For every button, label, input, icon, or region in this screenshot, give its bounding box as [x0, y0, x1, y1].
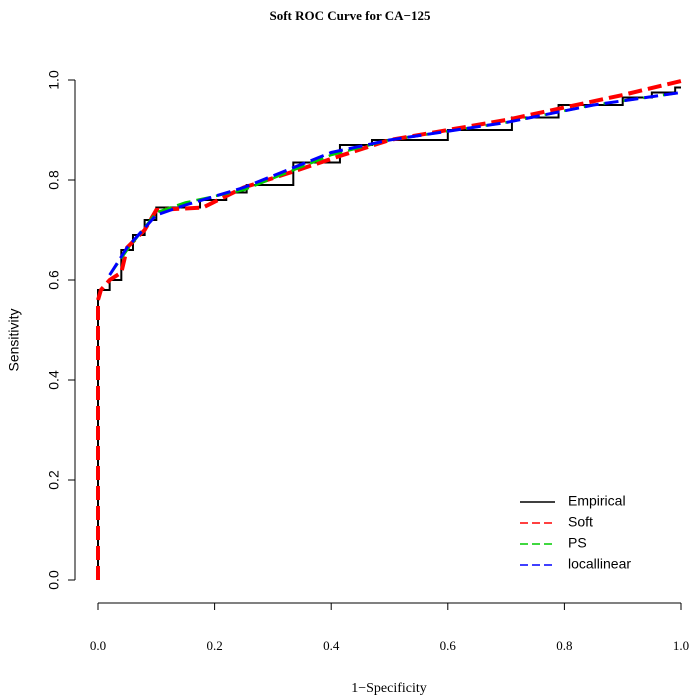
series-line: [97, 86, 681, 580]
series-line: [96, 79, 682, 580]
y-tick-label: 0.2: [46, 470, 62, 490]
x-tick-label: 0.0: [90, 638, 106, 653]
x-tick-label: 0.4: [323, 638, 340, 653]
series-line: [108, 91, 682, 276]
legend-label: locallinear: [568, 556, 631, 572]
y-tick-label: 1.0: [46, 70, 62, 90]
x-axis-label: 1−Specificity: [351, 681, 427, 696]
chart-title: Soft ROC Curve for CA−125: [270, 8, 431, 23]
x-tick-label: 1.0: [673, 638, 689, 653]
y-tick-label: 0.0: [46, 570, 62, 590]
x-tick-label: 0.6: [440, 638, 457, 653]
x-tick-label: 0.2: [206, 638, 222, 653]
y-axis-label: Sensitivity: [6, 308, 22, 371]
legend-label: Soft: [568, 514, 593, 530]
legend-label: PS: [568, 535, 587, 551]
legend-label: Empirical: [568, 493, 626, 509]
y-tick-label: 0.8: [46, 170, 62, 190]
x-tick-label: 0.8: [556, 638, 572, 653]
y-tick-label: 0.4: [46, 370, 62, 390]
y-tick-label: 0.6: [46, 270, 62, 290]
series-line: [108, 91, 682, 276]
